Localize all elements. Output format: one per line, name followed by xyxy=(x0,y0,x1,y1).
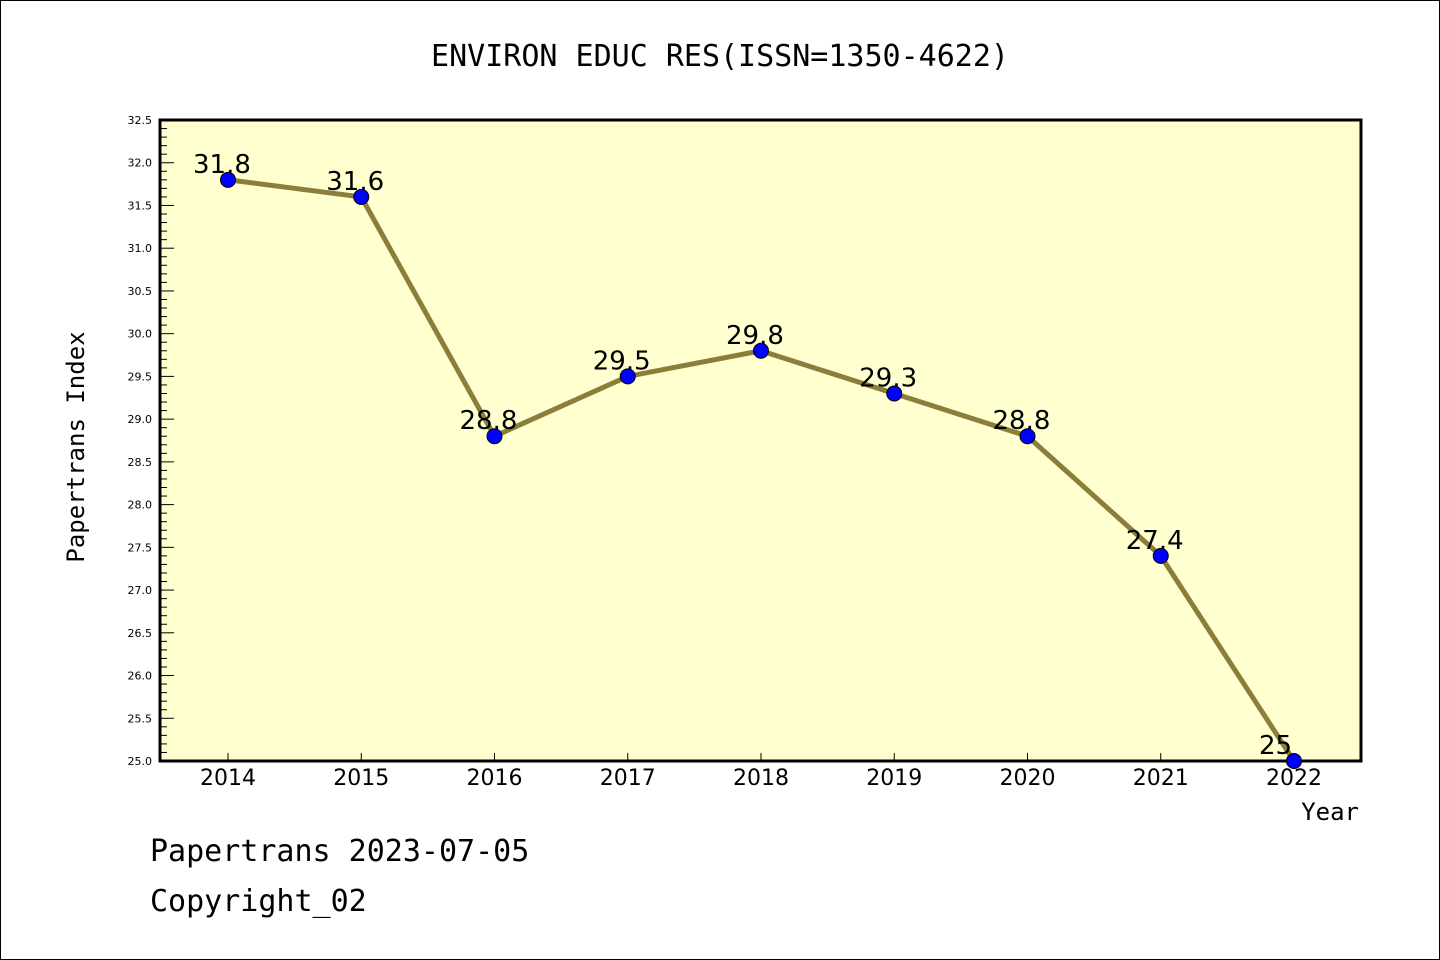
data-point xyxy=(1152,547,1169,564)
data-label: 29.5 xyxy=(593,346,651,376)
y-tick-label: 32.5 xyxy=(128,114,153,127)
x-tick-label: 2022 xyxy=(1266,766,1322,791)
y-tick-label: 30.5 xyxy=(128,285,153,298)
x-tick-label: 2019 xyxy=(866,766,922,791)
x-tick-label: 2014 xyxy=(200,766,256,791)
data-label: 29.8 xyxy=(726,321,784,351)
y-axis: 25.0 25.5 26.0 26.5 27.0 27.5 28.0 28.5 29.0 29.5… xyxy=(128,114,174,768)
data-label: 31.6 xyxy=(326,167,384,197)
x-axis-label: Year xyxy=(1301,798,1359,826)
y-tick-label: 27.5 xyxy=(128,541,153,554)
data-label: 28.8 xyxy=(460,406,518,436)
chart-title: ENVIRON EDUC RES(ISSN=1350-4622) xyxy=(431,39,1009,74)
y-tick-label: 30.0 xyxy=(128,328,153,341)
x-tick-label: 2018 xyxy=(733,766,789,791)
y-tick-label: 31.0 xyxy=(128,242,153,255)
y-tick-label: 28.5 xyxy=(128,456,153,469)
data-point xyxy=(886,385,903,402)
data-labels: 31.8 31.6 28.8 29.5 29.8 29.3 28.8 27.4 25 xyxy=(193,150,1292,761)
data-point xyxy=(753,342,769,359)
plot-area xyxy=(158,118,1363,763)
y-axis-label: Papertrans Index xyxy=(62,331,90,562)
x-tick-label: 2015 xyxy=(333,766,389,791)
y-tick-label: 25.0 xyxy=(128,755,153,768)
y-tick-label: 26.0 xyxy=(128,670,153,683)
y-tick-label: 25.5 xyxy=(128,712,153,725)
data-point xyxy=(619,368,636,385)
data-label: 27.4 xyxy=(1126,526,1184,556)
y-tick-label: 31.5 xyxy=(128,199,153,212)
y-tick-label: 29.5 xyxy=(128,370,153,383)
x-tick-label: 2017 xyxy=(600,766,656,791)
footer-copyright: Copyright_02 xyxy=(150,884,367,919)
data-point xyxy=(486,428,503,445)
footer-date: Papertrans 2023-07-05 xyxy=(150,834,530,869)
x-tick-label: 2016 xyxy=(467,766,523,791)
data-point xyxy=(1286,753,1302,769)
data-point xyxy=(1019,428,1036,445)
x-axis: 2014 2015 2016 2017 2018 2019 2020 2021 2022 xyxy=(200,753,1322,791)
data-point xyxy=(220,171,236,188)
x-tick-label: 2020 xyxy=(1000,766,1056,791)
y-tick-label: 26.5 xyxy=(128,627,153,640)
y-tick-label: 32.0 xyxy=(128,157,153,170)
data-label: 29.3 xyxy=(859,363,917,393)
data-label: 28.8 xyxy=(993,406,1051,436)
data-point xyxy=(353,188,370,205)
x-tick-label: 2021 xyxy=(1133,766,1189,791)
y-tick-label: 29.0 xyxy=(128,413,153,426)
data-label: 31.8 xyxy=(193,150,251,180)
y-tick-label: 27.0 xyxy=(128,584,153,597)
data-label: 25 xyxy=(1259,731,1292,761)
y-tick-label: 28.0 xyxy=(128,499,153,512)
series xyxy=(220,171,1302,769)
